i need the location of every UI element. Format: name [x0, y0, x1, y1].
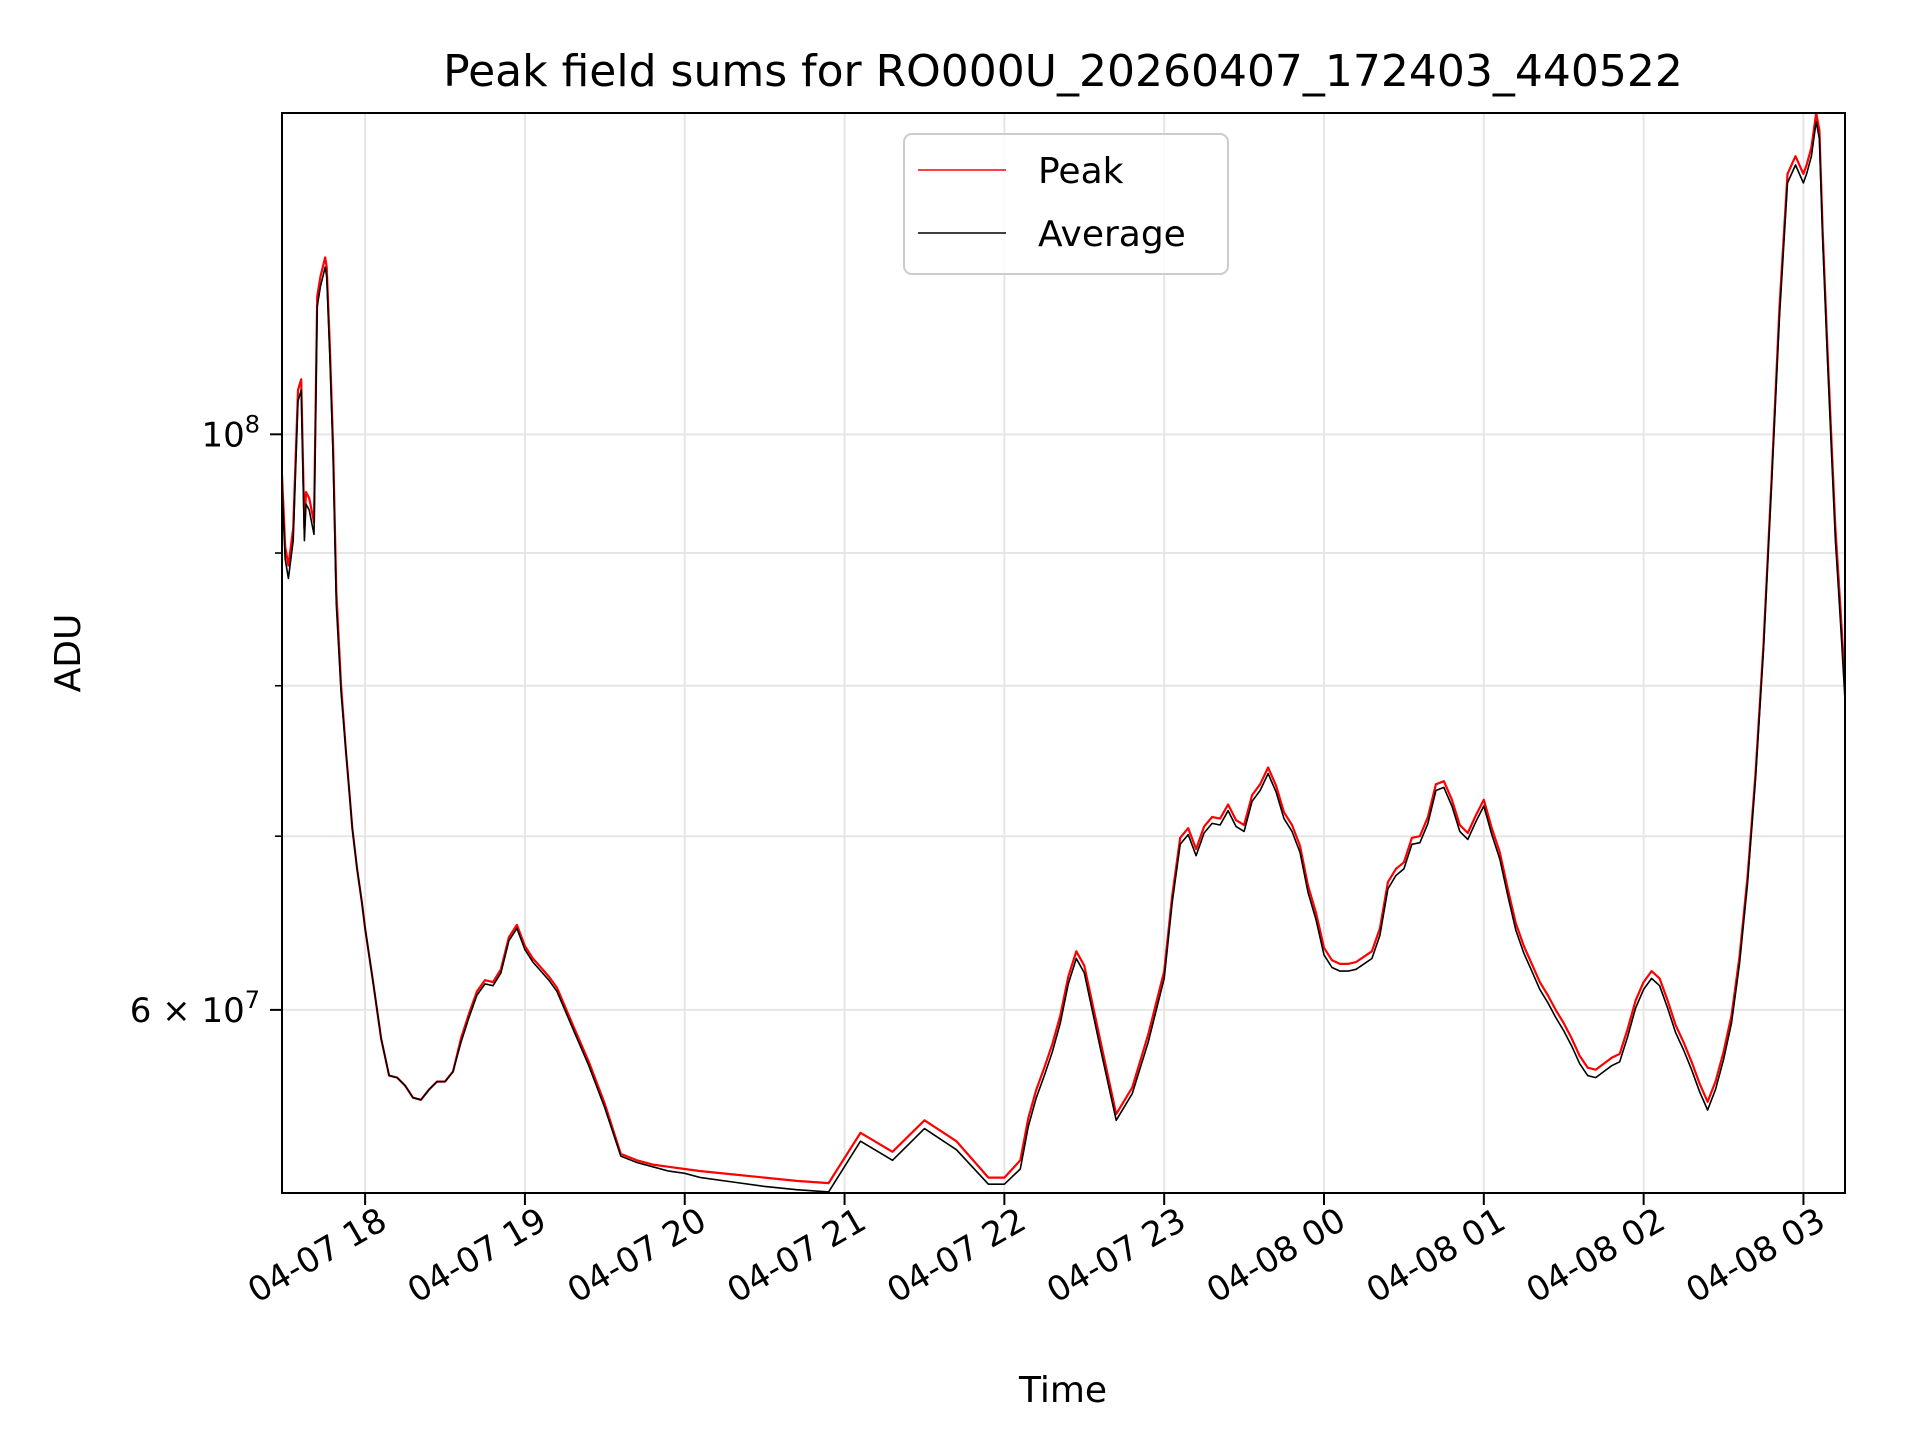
- grid: [282, 113, 1845, 1193]
- y-tick-label: 6 × 107: [130, 986, 260, 1031]
- legend-label-peak: Peak: [1038, 151, 1124, 192]
- legend: Peak Average: [903, 133, 1229, 275]
- series-layer: [282, 113, 1845, 1193]
- y-axis: 108 6 × 107: [130, 410, 282, 1031]
- y-tick-label: 108: [201, 410, 260, 455]
- legend-box: [903, 133, 1229, 275]
- legend-label-average: Average: [1038, 214, 1186, 255]
- plot-frame: [281, 112, 1846, 1194]
- chart-title: Peak field sums for RO000U_20260407_1724…: [443, 46, 1683, 97]
- series-line-average: [282, 120, 1845, 1193]
- y-axis-label: ADU: [48, 614, 89, 693]
- x-axis-label: Time: [1018, 1370, 1107, 1411]
